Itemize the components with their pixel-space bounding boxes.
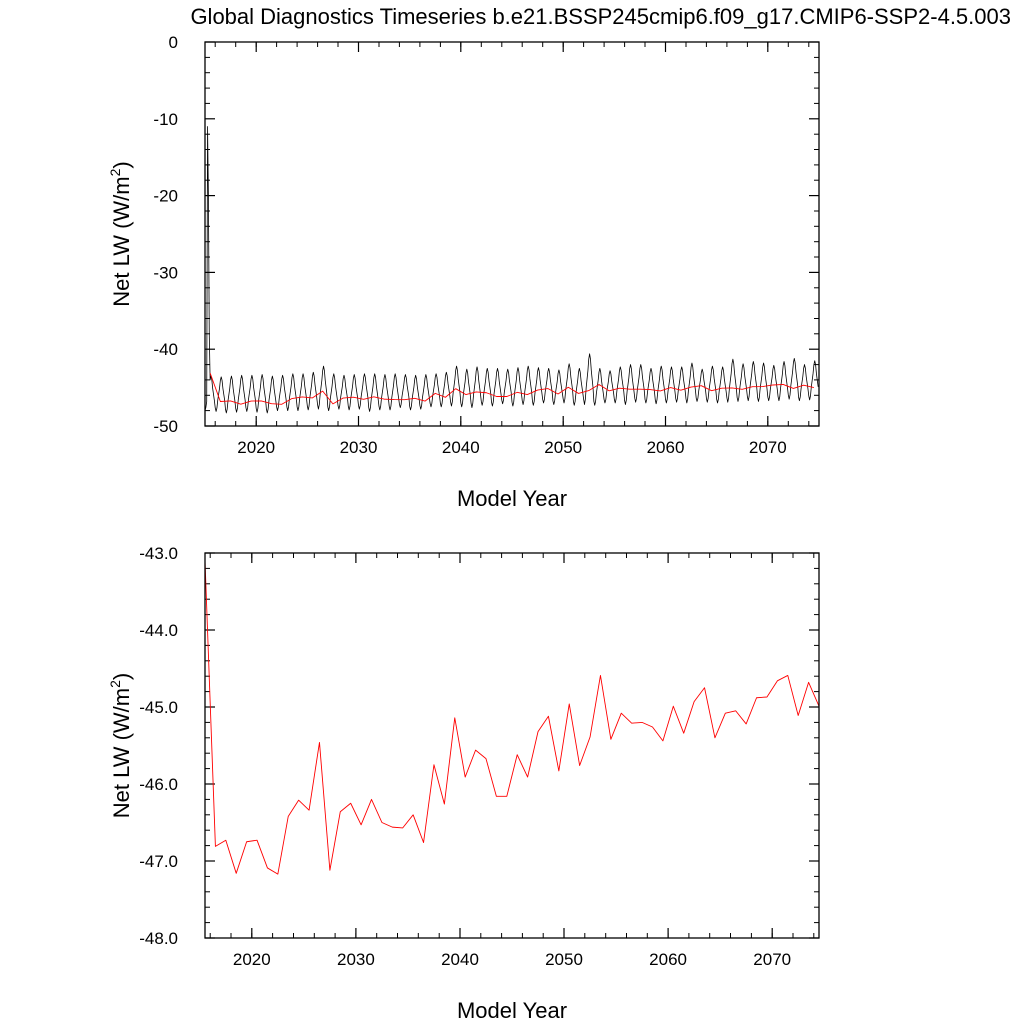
top-chart-y-tick-label: -50 [153, 417, 178, 436]
top-chart-x-tick-label: 2050 [544, 438, 582, 457]
top-chart-frame [204, 41, 820, 427]
bottom-chart-frame [204, 552, 820, 939]
bottom-chart-y-tick-label: -44.0 [139, 621, 178, 640]
top-chart-y-axis-title: Net LW (W/m2) [107, 161, 134, 306]
bottom-chart-annual-series-line [204, 560, 820, 875]
top-chart-y-tick-label: 0 [169, 33, 178, 52]
bottom-chart-x-axis-title: Model Year [457, 998, 567, 1023]
bottom-chart-y-axis-title-main: Net LW (W/m [109, 688, 134, 818]
bottom-chart-ticks [205, 552, 819, 939]
top-chart-panel: 2020 2030 2040 2050 2060 2070 0 -10 -20 -30 -40 -50… [107, 33, 820, 511]
bottom-chart-x-tick-label: 2040 [441, 950, 479, 969]
top-chart-y-axis-title-tail: ) [109, 161, 134, 168]
bottom-chart-y-axis-title: Net LW (W/m2) [107, 673, 134, 818]
bottom-chart-x-tick-label: 2030 [337, 950, 375, 969]
bottom-chart-panel: 2020 2030 2040 2050 2060 2070 -43.0 -44.0 -45.0 -… [107, 544, 820, 1023]
top-chart-x-tick-label: 2070 [749, 438, 787, 457]
bottom-chart-tick-labels: 2020 2030 2040 2050 2060 2070 -43.0 -44.0 -45.0 -… [139, 544, 791, 969]
bottom-chart-plot-area [204, 560, 820, 875]
top-chart-plot-area [204, 126, 819, 414]
top-chart-x-tick-label: 2020 [237, 438, 275, 457]
top-chart-annual-series-line [209, 372, 814, 405]
page-title: Global Diagnostics Timeseries b.e21.BSSP… [190, 4, 1011, 29]
top-chart-y-axis-title-superscript: 2 [107, 168, 123, 176]
bottom-chart-y-axis-title-tail: ) [109, 673, 134, 680]
bottom-chart-x-tick-label: 2020 [233, 950, 271, 969]
top-chart-monthly-series-line [204, 126, 819, 414]
bottom-chart-y-axis-title-superscript: 2 [107, 680, 123, 688]
bottom-chart-x-tick-label: 2060 [649, 950, 687, 969]
top-chart-y-axis-title-main: Net LW (W/m [109, 176, 134, 306]
top-chart-y-tick-label: -40 [153, 340, 178, 359]
top-chart-y-tick-label: -20 [153, 187, 178, 206]
top-chart-x-tick-label: 2060 [647, 438, 685, 457]
bottom-chart-y-tick-label: -43.0 [139, 544, 178, 563]
bottom-chart-y-tick-label: -48.0 [139, 929, 178, 948]
bottom-chart-x-tick-label: 2070 [753, 950, 791, 969]
top-chart-y-tick-label: -10 [153, 110, 178, 129]
top-chart-tick-labels: 2020 2030 2040 2050 2060 2070 0 -10 -20 -30 -40 -50 [153, 33, 786, 457]
top-chart-x-axis-title: Model Year [457, 486, 567, 511]
bottom-chart-y-tick-label: -46.0 [139, 775, 178, 794]
bottom-chart-y-tick-label: -45.0 [139, 698, 178, 717]
bottom-chart-y-tick-label: -47.0 [139, 852, 178, 871]
top-chart-x-tick-label: 2040 [442, 438, 480, 457]
bottom-chart-x-tick-label: 2050 [545, 950, 583, 969]
top-chart-x-tick-label: 2030 [340, 438, 378, 457]
top-chart-y-tick-label: -30 [153, 263, 178, 282]
